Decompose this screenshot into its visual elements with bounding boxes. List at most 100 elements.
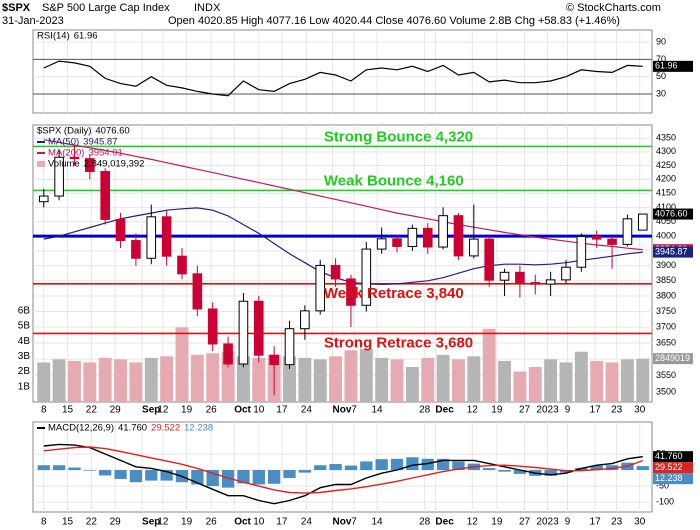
y-tick-label: 4100 [656, 202, 676, 212]
x-tick-label: 22 [86, 405, 98, 416]
annotation-label: Strong Bounce 4,320 [324, 128, 473, 145]
x-tick-label: 28 [419, 517, 431, 528]
y-tick-label: 3850 [656, 275, 676, 285]
x-tick-label: 19 [181, 405, 193, 416]
histogram-bar [83, 470, 96, 471]
histogram-bar [268, 470, 281, 484]
histogram-bar [544, 470, 557, 476]
y-tick-label: 3900 [656, 260, 676, 270]
histogram-bar [129, 470, 143, 483]
histogram-bar [344, 465, 358, 471]
y-tick-label: 4150 [656, 188, 676, 198]
x-tick-label: 24 [301, 517, 313, 528]
candle-body [315, 264, 326, 312]
histogram-bar [283, 470, 296, 479]
volume-tick-label: 6B [18, 305, 31, 316]
volume-bar [390, 359, 404, 402]
legend-text: $SPX (Daily) [37, 126, 91, 137]
security-name: S&P 500 Large Cap Index [42, 2, 170, 14]
histogram-bar [513, 470, 527, 474]
x-tick-label: 24 [301, 405, 313, 416]
candle-body [161, 216, 172, 257]
y-tick-label: 3700 [656, 322, 676, 332]
volume-bar [436, 354, 450, 402]
candle-body [392, 238, 402, 247]
x-tick-label: 23 [611, 517, 623, 528]
candle-body [530, 282, 541, 285]
volume-bar [528, 366, 542, 402]
annotation-label: Strong Retrace 3,680 [324, 334, 473, 351]
histogram-bar [237, 470, 250, 484]
annotation-label: Weak Bounce 4,160 [324, 172, 464, 189]
histogram-bar [37, 465, 50, 471]
x-tick-label: 10 [253, 517, 265, 528]
histogram-bar [375, 459, 388, 471]
y-tick-label: 4200 [656, 174, 676, 184]
histogram-bar [298, 470, 312, 473]
volume-bar [452, 359, 465, 402]
candle-body [238, 300, 249, 365]
macd-line [43, 443, 643, 505]
histogram-bar [406, 457, 419, 471]
candle-body [100, 171, 110, 220]
histogram-bar [390, 458, 404, 471]
x-tick-label: 17 [590, 517, 602, 528]
volume-bar [98, 357, 112, 402]
y-tick-label: 3800 [656, 290, 676, 300]
x-tick-label: Dec [435, 405, 454, 416]
moving-average [43, 207, 643, 286]
x-tick-label: 9 [565, 405, 571, 416]
volume-bar [175, 327, 189, 402]
x-tick-label: 26 [206, 517, 218, 528]
x-tick-label: Oct [234, 405, 251, 416]
x-tick-label: 30 [634, 517, 646, 528]
volume-bar [68, 360, 81, 402]
volume-bar [605, 362, 619, 402]
histogram-bar [636, 466, 649, 471]
volume-bar [236, 356, 250, 402]
y-tick-label: 90 [656, 36, 666, 46]
moving-average [43, 139, 643, 251]
candle-body [438, 215, 448, 248]
y-tick-label: -100 [656, 496, 674, 506]
candle-body [453, 215, 464, 257]
candle-body [269, 354, 279, 366]
volume-tick-label: 5B [18, 321, 31, 332]
x-tick-label: 22 [86, 517, 98, 528]
histogram-bar [191, 470, 204, 485]
x-tick-label: 2023 [536, 405, 559, 416]
y-tick-label: 4000 [656, 231, 676, 241]
x-tick-label: Sep [142, 405, 160, 416]
legend-text: 3945.87 [83, 137, 117, 148]
histogram-bar [99, 470, 112, 476]
candle-body [484, 238, 494, 281]
x-tick-label: 10 [253, 405, 265, 416]
volume-bar [344, 350, 358, 402]
symbol: $SPX [2, 2, 31, 14]
y-tick-label: 4050 [656, 216, 676, 226]
volume-bar [513, 371, 527, 402]
legend-text: 2,849,019,392 [84, 159, 145, 170]
volume-bar [83, 362, 97, 402]
volume-bar [329, 356, 343, 402]
histogram-bar [590, 465, 603, 471]
candle-body [253, 300, 264, 356]
legend-text: Volume [48, 159, 80, 170]
histogram-bar [483, 468, 496, 471]
volume-bar [620, 359, 634, 402]
x-tick-label: 9 [565, 517, 571, 528]
value-box-label: 61.96 [655, 61, 678, 71]
macd-line [43, 446, 644, 494]
value-box [653, 353, 693, 365]
histogram-bar [160, 470, 173, 481]
y-tick-label: -50 [656, 480, 669, 490]
legend-text: 29.522 [151, 423, 180, 434]
value-box [653, 451, 693, 463]
y-tick-label: 4300 [656, 146, 676, 156]
volume-bar [544, 359, 558, 402]
candle-body [515, 271, 525, 284]
volume-tick-label: 4B [18, 336, 31, 347]
volume-bar [482, 328, 496, 402]
y-tick-label: 50 [656, 71, 666, 81]
candle-body [469, 238, 479, 257]
